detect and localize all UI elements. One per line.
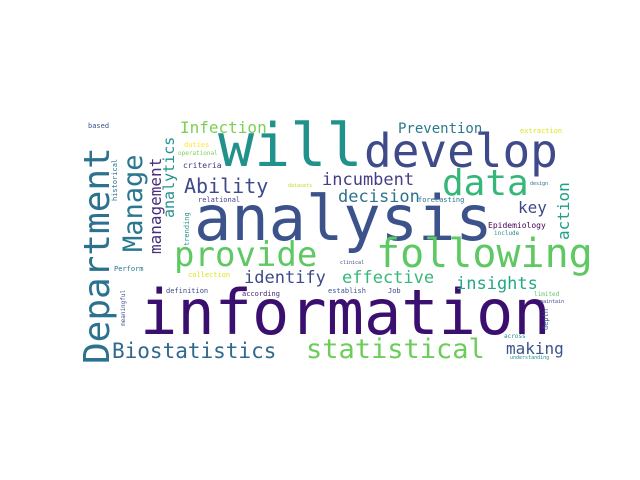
word-provide: provide (174, 235, 318, 275)
word-insights: insights (456, 274, 538, 294)
word-following: following (376, 231, 593, 277)
word-historical: historical (111, 158, 119, 201)
word-infection: Infection (180, 118, 267, 137)
word-prevention: Prevention (398, 121, 483, 137)
word-information: information (140, 276, 551, 349)
word-epidemiology: Epidemiology (488, 221, 546, 230)
word-action: action (554, 182, 573, 240)
word-maintain: maintain (540, 299, 565, 305)
word-definition: definition (166, 287, 209, 295)
word-data: data (442, 163, 529, 204)
word-analytics: analytics (160, 136, 178, 218)
word-design: design (530, 181, 549, 187)
word-making: making (506, 339, 564, 358)
word-key: key (518, 198, 547, 217)
word-across: across (504, 333, 526, 340)
word-based: based (88, 122, 110, 130)
word-biostatistics: Biostatistics (112, 339, 277, 363)
word-statistical: statistical (306, 334, 485, 365)
word-operational: operational (178, 150, 218, 157)
word-manage: Manage (118, 154, 149, 252)
word-identify: identify (244, 268, 326, 288)
word-trending: trending (183, 212, 191, 246)
word-according: according (242, 290, 280, 298)
word-limited: limited (534, 291, 560, 298)
word-relational: relational (198, 196, 241, 204)
word-clinical: clinical (340, 260, 365, 266)
word-develop: develop (364, 124, 558, 178)
word-meaningful: meaningful (120, 289, 127, 326)
word-ability: Ability (184, 174, 269, 198)
word-depth: depth (542, 308, 550, 330)
word-decision: decision (338, 187, 420, 207)
word-extraction: extraction (520, 127, 563, 135)
word-analysis: analysis (194, 182, 493, 255)
word-will: will (218, 111, 363, 181)
word-job: Job (388, 287, 401, 295)
word-collection: collection (188, 271, 231, 279)
word-include: include (494, 230, 520, 237)
word-establish: establish (328, 287, 366, 295)
word-forecasting: forecasting (418, 196, 465, 204)
word-incumbent: incumbent (322, 170, 415, 190)
word-duties: duties (184, 141, 210, 149)
word-understanding: understanding (510, 355, 550, 361)
word-effective: effective (342, 268, 435, 288)
word-criteria: criteria (183, 161, 222, 170)
word-perform: Perform (114, 265, 144, 273)
word-datasets: datasets (288, 183, 313, 189)
